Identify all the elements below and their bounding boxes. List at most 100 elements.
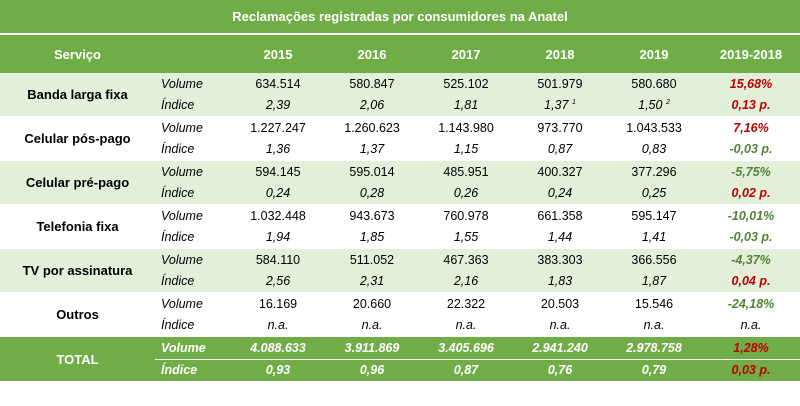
index-cell: 0,25 <box>607 182 701 205</box>
volume-cell: 1.260.623 <box>325 116 419 139</box>
total-volume-cell: 2.941.240 <box>513 336 607 359</box>
table-row-index: Índice 1,94 1,85 1,55 1,44 1,41 -0,03 p. <box>0 226 800 249</box>
volume-cell: 20.503 <box>513 292 607 315</box>
index-value: 1,41 <box>641 230 667 245</box>
index-value: 1,36 <box>265 142 291 157</box>
table-row-volume: Celular pré-pago Volume 594.145 595.014 485.… <box>0 160 800 205</box>
volume-cell: 15.546 <box>607 292 701 315</box>
table-row-index: Índice 2,39 2,06 1,81 1,37 1 1,50 2 0,13 p. <box>0 94 800 117</box>
volume-cell: 501.979 <box>513 73 607 95</box>
row-label-index: Índice <box>155 138 231 161</box>
volume-cell: 1.043.533 <box>607 116 701 139</box>
index-cell: 0,28 <box>325 182 419 205</box>
index-cell: 1,37 <box>325 138 419 161</box>
volume-cell: 1.032.448 <box>231 204 325 227</box>
volume-cell: 634.514 <box>231 73 325 95</box>
index-value: 0,28 <box>359 186 385 201</box>
row-label-volume: Volume <box>155 73 231 95</box>
service-name: Telefonia fixa <box>0 204 155 249</box>
table-row-volume: Outros Volume 16.169 20.660 22.322 20.503 15.5… <box>0 292 800 337</box>
index-value: 1,94 <box>265 230 291 245</box>
volume-diff-cell: -5,75% <box>701 160 800 183</box>
complaints-table: Serviço 2015 2016 2017 2018 2019 2019-20… <box>0 35 800 381</box>
total-volume-cell: 3.911.869 <box>325 336 419 359</box>
row-label-volume: Volume <box>155 160 231 183</box>
volume-diff-cell: -24,18% <box>701 292 800 315</box>
header-row: Serviço 2015 2016 2017 2018 2019 2019-20… <box>0 35 800 73</box>
row-label-volume: Volume <box>155 292 231 315</box>
index-cell: 2,31 <box>325 270 419 293</box>
volume-diff-cell: -10,01% <box>701 204 800 227</box>
footnote-mark: 1 <box>571 99 576 107</box>
index-cell: n.a. <box>419 314 513 337</box>
table-row-volume: TV por assinatura Volume 584.110 511.052 467… <box>0 248 800 293</box>
index-cell: 2,06 <box>325 94 419 117</box>
index-cell: 1,94 <box>231 226 325 249</box>
volume-cell: 595.147 <box>607 204 701 227</box>
table-row-index: Índice 1,36 1,37 1,15 0,87 0,83 -0,03 p. <box>0 138 800 161</box>
index-diff-cell: 0,04 p. <box>701 270 800 293</box>
volume-diff-cell: 15,68% <box>701 73 800 95</box>
index-cell: 1,41 <box>607 226 701 249</box>
row-label-index: Índice <box>155 270 231 293</box>
volume-cell: 383.303 <box>513 248 607 271</box>
index-value: n.a. <box>549 318 571 333</box>
index-value: 2,06 <box>359 98 385 113</box>
index-cell: 1,81 <box>419 94 513 117</box>
index-value: 0,83 <box>641 142 667 157</box>
service-name: Banda larga fixa <box>0 73 155 117</box>
total-index-cell: 0,96 <box>325 358 419 381</box>
index-value: n.a. <box>267 318 289 333</box>
header-year: 2019 <box>607 35 701 73</box>
row-label-volume: Volume <box>155 204 231 227</box>
volume-cell: 400.327 <box>513 160 607 183</box>
volume-cell: 377.296 <box>607 160 701 183</box>
index-value: 0,25 <box>641 186 667 201</box>
index-value: 1,83 <box>547 274 573 289</box>
index-diff-cell: 0,02 p. <box>701 182 800 205</box>
header-year: 2017 <box>419 35 513 73</box>
total-index-cell: 0,76 <box>513 358 607 381</box>
index-value: 1,50 <box>638 98 663 113</box>
volume-cell: 1.143.980 <box>419 116 513 139</box>
table-row-index: Índice 0,24 0,28 0,26 0,24 0,25 0,02 p. <box>0 182 800 205</box>
header-service: Serviço <box>0 35 155 73</box>
service-name: Celular pré-pago <box>0 160 155 205</box>
total-volume-cell: 2.978.758 <box>607 336 701 359</box>
index-cell: 0,26 <box>419 182 513 205</box>
index-cell: 1,44 <box>513 226 607 249</box>
total-volume-diff-cell: 1,28% <box>701 336 800 359</box>
volume-cell: 366.556 <box>607 248 701 271</box>
volume-cell: 485.951 <box>419 160 513 183</box>
index-value: 1,87 <box>641 274 667 289</box>
total-index-diff-cell: 0,03 p. <box>701 358 800 381</box>
index-value: 0,87 <box>547 142 573 157</box>
index-cell: 0,24 <box>231 182 325 205</box>
index-value: 1,37 <box>544 98 569 113</box>
header-year: 2015 <box>231 35 325 73</box>
index-diff-cell: -0,03 p. <box>701 226 800 249</box>
index-cell: 2,16 <box>419 270 513 293</box>
index-value: 2,56 <box>265 274 291 289</box>
row-label-index: Índice <box>155 94 231 117</box>
index-cell: 0,87 <box>513 138 607 161</box>
index-cell: 0,83 <box>607 138 701 161</box>
header-year: 2018 <box>513 35 607 73</box>
service-name: Outros <box>0 292 155 337</box>
footnote-mark: 2 <box>665 99 670 107</box>
index-diff-cell: 0,13 p. <box>701 94 800 117</box>
table-row-volume: Telefonia fixa Volume 1.032.448 943.673 760.… <box>0 204 800 249</box>
index-value: n.a. <box>361 318 383 333</box>
header-year: 2016 <box>325 35 419 73</box>
index-cell: 2,39 <box>231 94 325 117</box>
index-cell: 1,36 <box>231 138 325 161</box>
row-label-volume: Volume <box>155 336 231 359</box>
table-row-index: Índice 2,56 2,31 2,16 1,83 1,87 0,04 p. <box>0 270 800 293</box>
total-row-volume: TOTAL Volume 4.088.633 3.911.869 3.405.696 2.… <box>0 336 800 381</box>
row-label-index: Índice <box>155 358 231 381</box>
volume-cell: 595.014 <box>325 160 419 183</box>
total-index-cell: 0,87 <box>419 358 513 381</box>
index-value: 1,81 <box>453 98 479 113</box>
table-title: Reclamações registradas por consumidores… <box>0 0 800 35</box>
index-cell: 2,56 <box>231 270 325 293</box>
